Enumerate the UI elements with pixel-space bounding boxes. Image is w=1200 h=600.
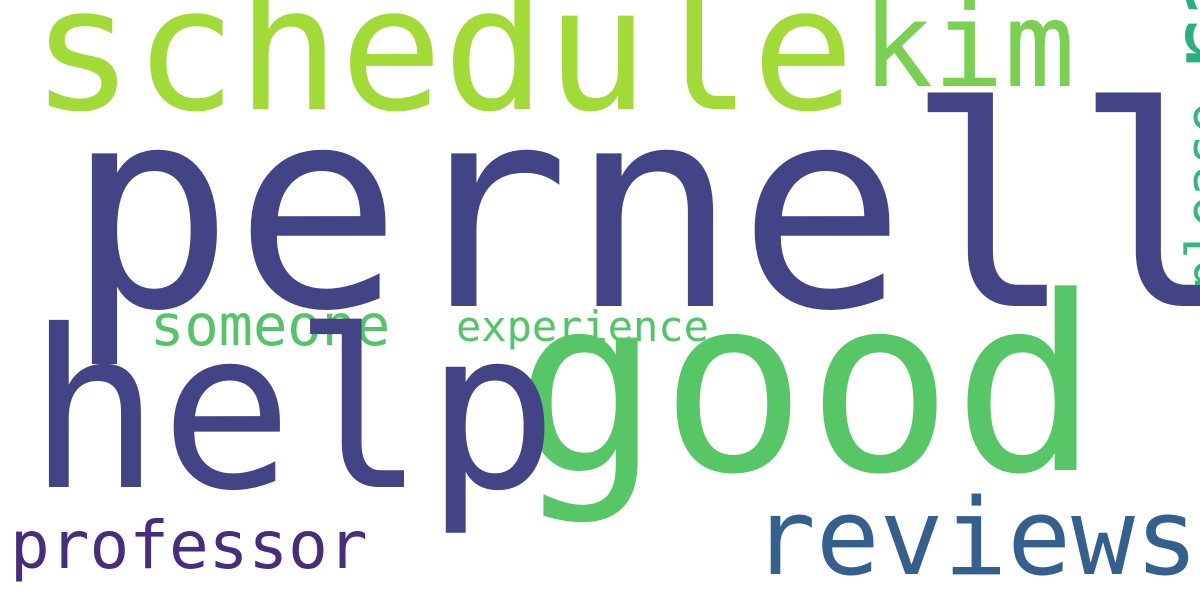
word-someone: someone: [150, 293, 391, 359]
word-help: help: [28, 283, 558, 539]
word-professor: professor: [10, 507, 368, 584]
word-please: please: [1176, 102, 1200, 290]
word-pernell: pernell: [66, 47, 1200, 372]
word-good: good: [514, 245, 1100, 528]
word-reviews: reviews: [752, 476, 1199, 599]
word-schedule: schedule: [31, 0, 855, 150]
word-rate: rate: [1148, 0, 1200, 80]
word-experience: experience: [456, 302, 709, 351]
word-kim: kim: [862, 0, 1076, 114]
